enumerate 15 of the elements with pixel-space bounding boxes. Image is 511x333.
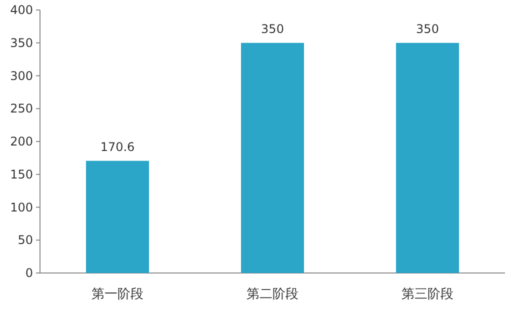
x-tick-label: 第三阶段 bbox=[402, 287, 454, 302]
y-tick-label: 300 bbox=[10, 68, 33, 83]
data-label: 350 bbox=[416, 22, 439, 36]
y-tick-label: 0 bbox=[25, 266, 33, 280]
y-tick-label: 250 bbox=[10, 102, 33, 116]
data-label: 350 bbox=[261, 22, 284, 36]
y-tick-label: 400 bbox=[10, 3, 33, 17]
y-tick-label: 350 bbox=[10, 36, 33, 50]
y-tick-label: 150 bbox=[10, 167, 33, 182]
x-tick-label: 第一阶段 bbox=[92, 287, 144, 302]
data-label: 170.6 bbox=[100, 140, 135, 154]
y-tick-label: 100 bbox=[10, 200, 33, 214]
x-tick-label: 第二阶段 bbox=[246, 287, 298, 302]
y-tick-label: 200 bbox=[10, 134, 33, 148]
y-tick-label: 50 bbox=[18, 233, 33, 248]
